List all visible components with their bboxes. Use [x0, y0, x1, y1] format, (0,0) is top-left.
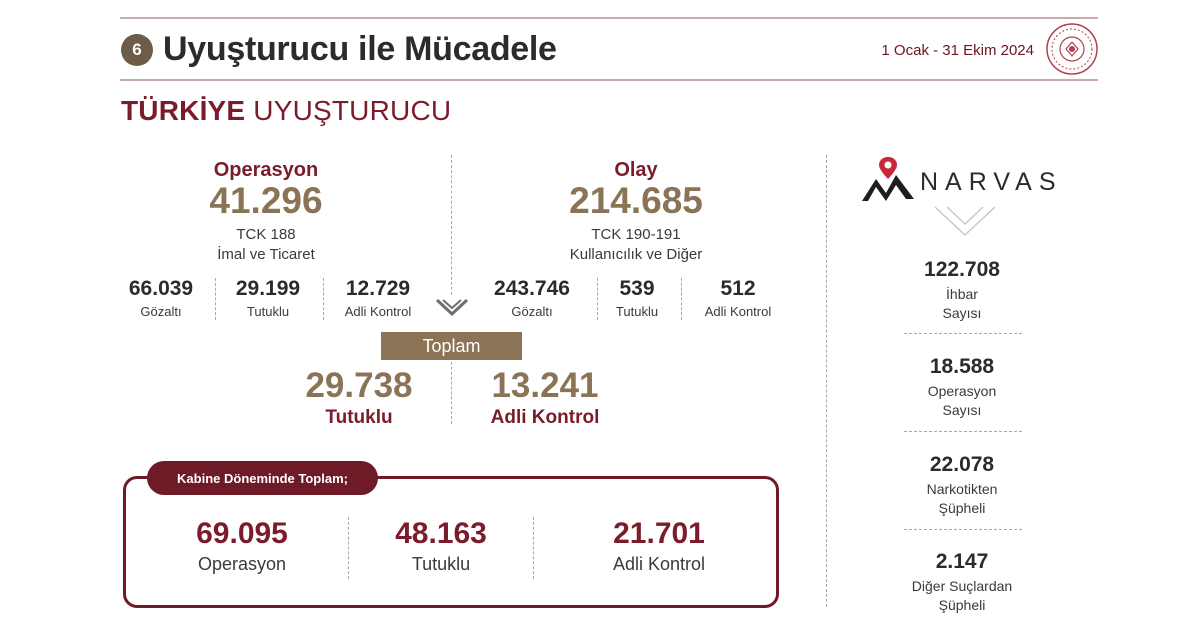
- toplam-tutuklu-value: 29.738: [305, 366, 413, 405]
- operasyon-desc: İmal ve Ticaret: [217, 246, 315, 263]
- toplam-adli-value: 13.241: [491, 366, 599, 405]
- divider: [323, 278, 324, 320]
- narvas-operasyon-label-1: Operasyon: [927, 383, 997, 399]
- divider: [681, 278, 682, 320]
- chevron-down-icon: [435, 298, 469, 317]
- cabinet-operasyon-label: Operasyon: [197, 554, 287, 574]
- toplam-adli-label: Adli Kontrol: [490, 407, 600, 428]
- header-top-rule: [120, 17, 1098, 19]
- cabinet-tutuklu-value: 48.163: [395, 517, 487, 550]
- subtitle-rest: UYUŞTURUCU: [253, 95, 452, 126]
- olay-gozalti-label: Gözaltı: [511, 304, 553, 319]
- olay-adli-label: Adli Kontrol: [704, 304, 772, 319]
- page-title: Uyuşturucu ile Mücadele: [163, 30, 557, 68]
- operasyon-gozalti-label: Gözaltı: [140, 304, 182, 319]
- narvas-operasyon-label-2: Sayısı: [942, 402, 982, 418]
- cabinet-operasyon-value: 69.095: [196, 517, 288, 550]
- olay-tutuklu-label: Tutuklu: [615, 304, 659, 319]
- center-divider: [451, 155, 452, 295]
- narvas-brand: NARVAS: [920, 168, 1063, 196]
- divider: [533, 517, 534, 579]
- operasyon-adli-value: 12.729: [345, 277, 411, 300]
- operasyon-code: TCK 188: [236, 226, 296, 243]
- section-number: 6: [132, 40, 142, 59]
- divider: [215, 278, 216, 320]
- narvas-ihbar-value: 122.708: [924, 258, 1000, 281]
- operasyon-adli-label: Adli Kontrol: [344, 304, 412, 319]
- narvas-narkotik-value: 22.078: [929, 453, 995, 476]
- narvas-narkotik-label-1: Narkotikten: [926, 481, 998, 497]
- olay-desc: Kullanıcılık ve Diğer: [569, 246, 703, 263]
- divider: [904, 333, 1022, 334]
- toplam-tutuklu-label: Tutuklu: [325, 407, 393, 428]
- divider: [597, 278, 598, 320]
- olay-code: TCK 190-191: [591, 226, 681, 243]
- cabinet-total-label: Kabine Döneminde Toplam;: [147, 461, 378, 495]
- operasyon-gozalti-value: 66.039: [128, 277, 194, 300]
- divider: [904, 431, 1022, 432]
- header-bottom-rule: [120, 79, 1098, 81]
- narvas-diger-value: 2.147: [935, 550, 989, 573]
- narvas-narkotik-label-2: Şüpheli: [938, 500, 986, 516]
- narvas-operasyon-value: 18.588: [929, 355, 995, 378]
- cabinet-adli-label: Adli Kontrol: [612, 554, 706, 574]
- cabinet-total-box: [123, 476, 779, 608]
- narvas-ihbar-label-1: İhbar: [946, 286, 978, 302]
- operasyon-tutuklu-label: Tutuklu: [246, 304, 290, 319]
- cabinet-adli-value: 21.701: [613, 517, 705, 550]
- right-column-divider: [826, 155, 827, 607]
- narvas-diger-label-1: Diğer Suçlardan: [911, 578, 1013, 594]
- olay-label: Olay: [614, 159, 658, 181]
- olay-tutuklu-value: 539: [619, 277, 655, 300]
- ministry-seal-icon: [1046, 23, 1098, 75]
- toplam-divider: [451, 362, 452, 424]
- section-subtitle: TÜRKİYE UYUŞTURUCU: [121, 95, 451, 127]
- cabinet-tutuklu-label: Tutuklu: [411, 554, 471, 574]
- toplam-bar: Toplam: [381, 332, 522, 360]
- olay-value: 214.685: [569, 180, 703, 221]
- narvas-diger-label-2: Şüpheli: [938, 597, 986, 613]
- operasyon-label: Operasyon: [213, 159, 319, 181]
- operasyon-value: 41.296: [209, 180, 323, 221]
- operasyon-tutuklu-value: 29.199: [235, 277, 301, 300]
- chevron-down-icon: [934, 206, 996, 237]
- subtitle-bold: TÜRKİYE: [121, 95, 246, 126]
- divider: [904, 529, 1022, 530]
- divider: [348, 517, 349, 579]
- olay-gozalti-value: 243.746: [494, 277, 570, 300]
- location-pin-icon: [879, 157, 897, 179]
- date-range: 1 Ocak - 31 Ekim 2024: [881, 42, 1034, 59]
- olay-adli-value: 512: [720, 277, 756, 300]
- narvas-ihbar-label-2: Sayısı: [942, 305, 982, 321]
- section-number-badge: 6: [121, 34, 153, 66]
- narvas-logo-icon: [862, 157, 914, 201]
